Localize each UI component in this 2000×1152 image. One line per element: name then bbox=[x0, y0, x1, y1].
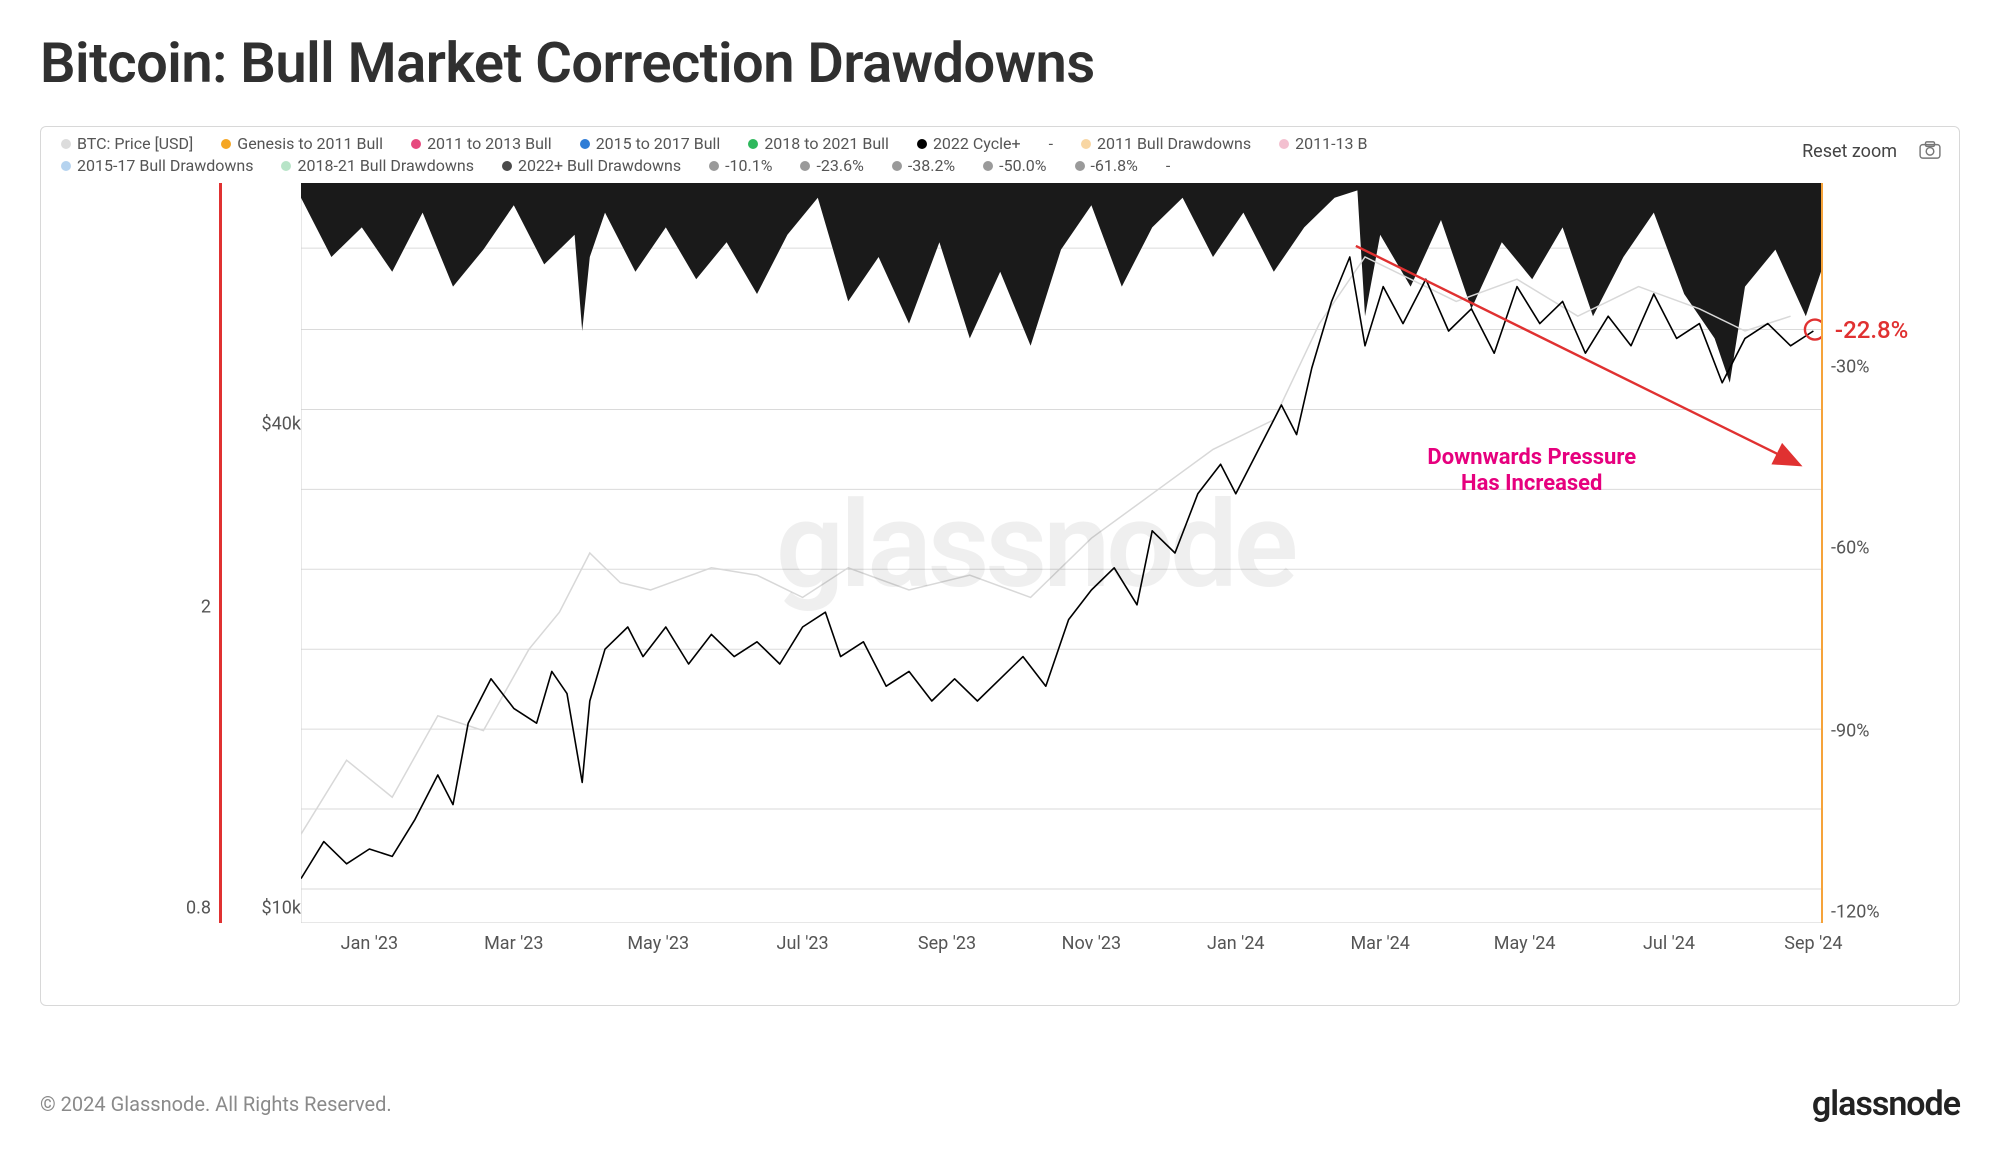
axis-tick-label: Nov '23 bbox=[1062, 933, 1122, 954]
axis-tick-label: -120% bbox=[1831, 901, 1880, 922]
legend-swatch bbox=[800, 161, 810, 171]
legend-swatch bbox=[502, 161, 512, 171]
chart-plot[interactable]: glassnode Downwards Pressure Has Increas… bbox=[301, 183, 1821, 923]
legend-item[interactable]: - bbox=[1049, 133, 1053, 155]
legend-item[interactable]: 2018 to 2021 Bull bbox=[748, 133, 889, 155]
legend-item[interactable]: 2011 Bull Drawdowns bbox=[1081, 133, 1251, 155]
legend-label: -61.8% bbox=[1091, 155, 1138, 177]
legend-label: 2015-17 Bull Drawdowns bbox=[77, 155, 253, 177]
y-axis-left-inner: $40k$10k bbox=[241, 183, 301, 923]
axis-tick-label: $40k bbox=[221, 413, 301, 434]
legend-swatch bbox=[221, 139, 231, 149]
legend-swatch bbox=[748, 139, 758, 149]
legend-swatch bbox=[61, 161, 71, 171]
axis-tick-label: Sep '23 bbox=[918, 933, 976, 954]
chart-frame: BTC: Price [USD] Genesis to 2011 Bull 2011… bbox=[40, 126, 1960, 1006]
legend-item[interactable]: -50.0% bbox=[983, 155, 1046, 177]
legend-swatch bbox=[709, 161, 719, 171]
left-axis-highlight bbox=[219, 183, 222, 923]
legend-item[interactable]: -10.1% bbox=[709, 155, 772, 177]
legend: BTC: Price [USD] Genesis to 2011 Bull 2011… bbox=[61, 133, 1939, 177]
legend-label: 2011 Bull Drawdowns bbox=[1097, 133, 1251, 155]
axis-tick-label: Jul '23 bbox=[777, 933, 829, 954]
legend-label: - bbox=[1166, 155, 1170, 177]
annotation-line: Downwards Pressure bbox=[1427, 445, 1636, 470]
legend-swatch bbox=[281, 161, 291, 171]
axis-tick-label: May '24 bbox=[1494, 933, 1556, 954]
legend-label: -50.0% bbox=[999, 155, 1046, 177]
page-title: Bitcoin: Bull Market Correction Drawdown… bbox=[40, 30, 1960, 96]
legend-label: 2011 to 2013 Bull bbox=[427, 133, 552, 155]
legend-item[interactable]: 2018-21 Bull Drawdowns bbox=[281, 155, 473, 177]
camera-icon[interactable] bbox=[1919, 141, 1941, 159]
legend-label: 2022 Cycle+ bbox=[933, 133, 1021, 155]
legend-item[interactable]: 2015 to 2017 Bull bbox=[580, 133, 721, 155]
legend-item[interactable]: BTC: Price [USD] bbox=[61, 133, 193, 155]
axis-tick-label: Mar '24 bbox=[1350, 933, 1409, 954]
y-axis-right: -30% -60% -90% -120% bbox=[1831, 183, 1941, 923]
legend-item[interactable]: -23.6% bbox=[800, 155, 863, 177]
legend-label: BTC: Price [USD] bbox=[77, 133, 193, 155]
legend-item[interactable]: Genesis to 2011 Bull bbox=[221, 133, 383, 155]
axis-tick-label: $10k bbox=[221, 898, 301, 919]
legend-label: - bbox=[1049, 133, 1053, 155]
annotation-line: Has Increased bbox=[1461, 471, 1602, 496]
legend-item[interactable]: 2011-13 B bbox=[1279, 133, 1367, 155]
legend-item[interactable]: 2022 Cycle+ bbox=[917, 133, 1021, 155]
legend-label: 2015 to 2017 Bull bbox=[596, 133, 721, 155]
axis-tick-label: -30% bbox=[1831, 356, 1869, 377]
legend-swatch bbox=[917, 139, 927, 149]
axis-tick-label: 0.8 bbox=[131, 898, 211, 919]
x-axis: Jan '23 Mar '23 May '23 Jul '23 Sep '23 Nov '… bbox=[301, 933, 1821, 963]
legend-swatch bbox=[1081, 139, 1091, 149]
annotation-text: Downwards Pressure Has Increased bbox=[1427, 445, 1636, 497]
legend-label: -10.1% bbox=[725, 155, 772, 177]
axis-tick-label: Jan '23 bbox=[341, 933, 399, 954]
legend-label: 2022+ Bull Drawdowns bbox=[518, 155, 681, 177]
legend-row: 2015-17 Bull Drawdowns 2018-21 Bull Drawd… bbox=[61, 155, 1939, 177]
legend-swatch bbox=[1075, 161, 1085, 171]
axis-tick-label: Jul '24 bbox=[1643, 933, 1695, 954]
reset-zoom-button[interactable]: Reset zoom bbox=[1796, 139, 1903, 164]
legend-label: -23.6% bbox=[816, 155, 863, 177]
axis-tick-label: Jan '24 bbox=[1207, 933, 1265, 954]
legend-swatch bbox=[892, 161, 902, 171]
legend-swatch bbox=[1279, 139, 1289, 149]
axis-tick-label: -90% bbox=[1831, 720, 1869, 741]
legend-swatch bbox=[411, 139, 421, 149]
axis-tick-label: May '23 bbox=[627, 933, 689, 954]
legend-item[interactable]: -61.8% bbox=[1075, 155, 1138, 177]
callout-value: -22.8% bbox=[1835, 316, 1908, 344]
legend-label: 2011-13 B bbox=[1295, 133, 1367, 155]
y-axis-left-outer: 20.8 bbox=[181, 183, 211, 923]
legend-item[interactable]: -38.2% bbox=[892, 155, 955, 177]
legend-swatch bbox=[61, 139, 71, 149]
legend-item[interactable]: 2022+ Bull Drawdowns bbox=[502, 155, 681, 177]
axis-tick-label: -60% bbox=[1831, 537, 1869, 558]
legend-item[interactable]: - bbox=[1166, 155, 1170, 177]
right-axis-border bbox=[1821, 183, 1823, 923]
legend-label: 2018 to 2021 Bull bbox=[764, 133, 889, 155]
footer-copyright: © 2024 Glassnode. All Rights Reserved. bbox=[40, 1092, 392, 1116]
legend-item[interactable]: 2015-17 Bull Drawdowns bbox=[61, 155, 253, 177]
legend-swatch bbox=[983, 161, 993, 171]
legend-swatch bbox=[580, 139, 590, 149]
legend-label: -38.2% bbox=[908, 155, 955, 177]
legend-label: Genesis to 2011 Bull bbox=[237, 133, 383, 155]
legend-item[interactable]: 2011 to 2013 Bull bbox=[411, 133, 552, 155]
axis-tick-label: 2 bbox=[131, 597, 211, 618]
axis-tick-label: Mar '23 bbox=[484, 933, 543, 954]
brand-logo: glassnode bbox=[1812, 1084, 1960, 1124]
legend-label: 2018-21 Bull Drawdowns bbox=[297, 155, 473, 177]
axis-tick-label: Sep '24 bbox=[1784, 933, 1842, 954]
legend-row: BTC: Price [USD] Genesis to 2011 Bull 2011… bbox=[61, 133, 1939, 155]
